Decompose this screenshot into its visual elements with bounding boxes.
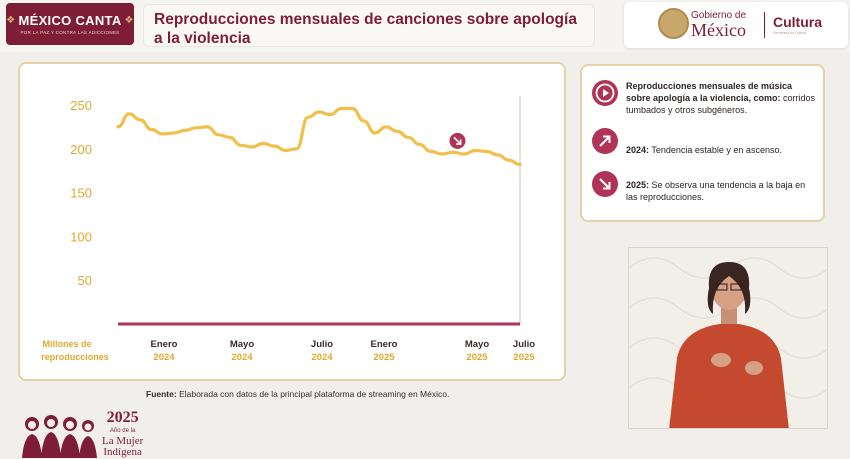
trend-marker-arrow-head bbox=[455, 139, 462, 145]
gobierno-mexico-logo: Gobierno de México Cultura Secretaría de… bbox=[624, 2, 848, 48]
x-tick-year: 2024 bbox=[311, 352, 333, 363]
year-line3: Indígena bbox=[103, 446, 142, 458]
interpreter-illustration bbox=[629, 257, 827, 428]
x-tick-year: 2025 bbox=[373, 352, 395, 363]
y-tick-label: 150 bbox=[70, 186, 92, 201]
info-item-2024: 2024: Tendencia estable y en ascenso. bbox=[592, 128, 816, 156]
x-tick-year: 2025 bbox=[466, 352, 488, 363]
x-tick-month: Mayo bbox=[465, 339, 489, 350]
top-bar: ❖ MÉXICO CANTA ❖ POR LA PAZ Y CONTRA LAS… bbox=[0, 0, 850, 52]
x-tick-year: 2024 bbox=[231, 352, 253, 363]
series-line bbox=[116, 106, 522, 167]
y-tick-label: 250 bbox=[70, 98, 92, 113]
logo-title-row: ❖ MÉXICO CANTA ❖ bbox=[6, 13, 134, 28]
gov-big-text: México bbox=[691, 20, 746, 40]
cultura-sublabel: Secretaría de Cultura bbox=[773, 31, 807, 35]
info-text-definition: Reproducciones mensuales de música sobre… bbox=[626, 80, 816, 116]
info-bold-2024: 2024: bbox=[626, 145, 650, 155]
line-chart: 50 100 150 200 250 Millones de reproducciones E… bbox=[41, 96, 535, 363]
logo-title: MÉXICO CANTA bbox=[18, 13, 122, 28]
year-line1: Año de la bbox=[109, 428, 136, 434]
trend-marker-arrow-shaft bbox=[453, 136, 462, 145]
x-tick-year: 2024 bbox=[153, 352, 175, 363]
national-seal-icon bbox=[658, 8, 689, 39]
logo-ornament-right: ❖ bbox=[124, 15, 134, 26]
source-label: Fuente: bbox=[146, 389, 177, 399]
x-tick-year: 2025 bbox=[513, 352, 535, 363]
year-mujer-indigena-logo: 2025 Año de la La Mujer Indígena bbox=[20, 408, 160, 459]
y-tick-label: 200 bbox=[70, 142, 92, 157]
info-item-definition: Reproducciones mensuales de música sobre… bbox=[592, 80, 816, 116]
source-note: Fuente: Elaborada con datos de la princi… bbox=[146, 389, 449, 399]
gov-divider bbox=[764, 12, 765, 38]
arrow-up-right-icon bbox=[592, 128, 618, 154]
x-tick-month: Julio bbox=[513, 339, 535, 350]
x-tick-month: Mayo bbox=[230, 339, 254, 350]
year-text: 2025 Año de la La Mujer Indígena bbox=[102, 410, 143, 458]
play-icon bbox=[592, 80, 618, 106]
info-text-2024: 2024: Tendencia estable y en ascenso. bbox=[626, 144, 816, 156]
sign-language-interpreter bbox=[628, 247, 828, 429]
y-axis-label-line2: reproducciones bbox=[41, 352, 109, 362]
info-panel: Reproducciones mensuales de música sobre… bbox=[580, 64, 825, 222]
logo-subtitle: POR LA PAZ Y CONTRA LAS ADICCIONES bbox=[20, 30, 120, 35]
x-tick-month: Julio bbox=[311, 339, 333, 350]
info-bold-2025: 2025: bbox=[626, 180, 650, 190]
gov-small-text: Gobierno de bbox=[691, 10, 747, 21]
info-bold-definition: Reproducciones mensuales de música sobre… bbox=[626, 81, 793, 103]
indigenous-women-figures-icon bbox=[22, 415, 97, 458]
info-body-definition: corridos tumbados y otros subgéneros. bbox=[626, 93, 816, 115]
chart-panel: 50 100 150 200 250 Millones de reproducciones E… bbox=[18, 62, 566, 381]
arrow-down-right-icon bbox=[592, 171, 618, 197]
year-line2: La Mujer bbox=[102, 435, 144, 447]
y-tick-label: 50 bbox=[78, 273, 92, 288]
mexico-canta-logo: ❖ MÉXICO CANTA ❖ POR LA PAZ Y CONTRA LAS… bbox=[6, 3, 134, 45]
logo-ornament-left: ❖ bbox=[6, 15, 16, 26]
source-text: Elaborada con datos de la principal plat… bbox=[176, 389, 450, 399]
info-body-2025: Se observa una tendencia a la baja en la… bbox=[626, 180, 806, 202]
cultura-label: Cultura bbox=[773, 14, 822, 30]
info-item-2025: 2025: Se observa una tendencia a la baja… bbox=[592, 171, 816, 203]
info-text-2025: 2025: Se observa una tendencia a la baja… bbox=[626, 179, 816, 203]
year-number: 2025 bbox=[106, 409, 139, 426]
x-tick-month: Enero bbox=[151, 339, 178, 350]
info-body-2024: Tendencia estable y en ascenso. bbox=[649, 145, 782, 155]
x-tick-month: Enero bbox=[371, 339, 398, 350]
y-axis-label-line1: Millones de bbox=[42, 339, 91, 349]
gov-text: Gobierno de México bbox=[691, 9, 747, 40]
page-title: Reproducciones mensuales de canciones so… bbox=[143, 4, 595, 47]
y-tick-label: 100 bbox=[70, 229, 92, 244]
